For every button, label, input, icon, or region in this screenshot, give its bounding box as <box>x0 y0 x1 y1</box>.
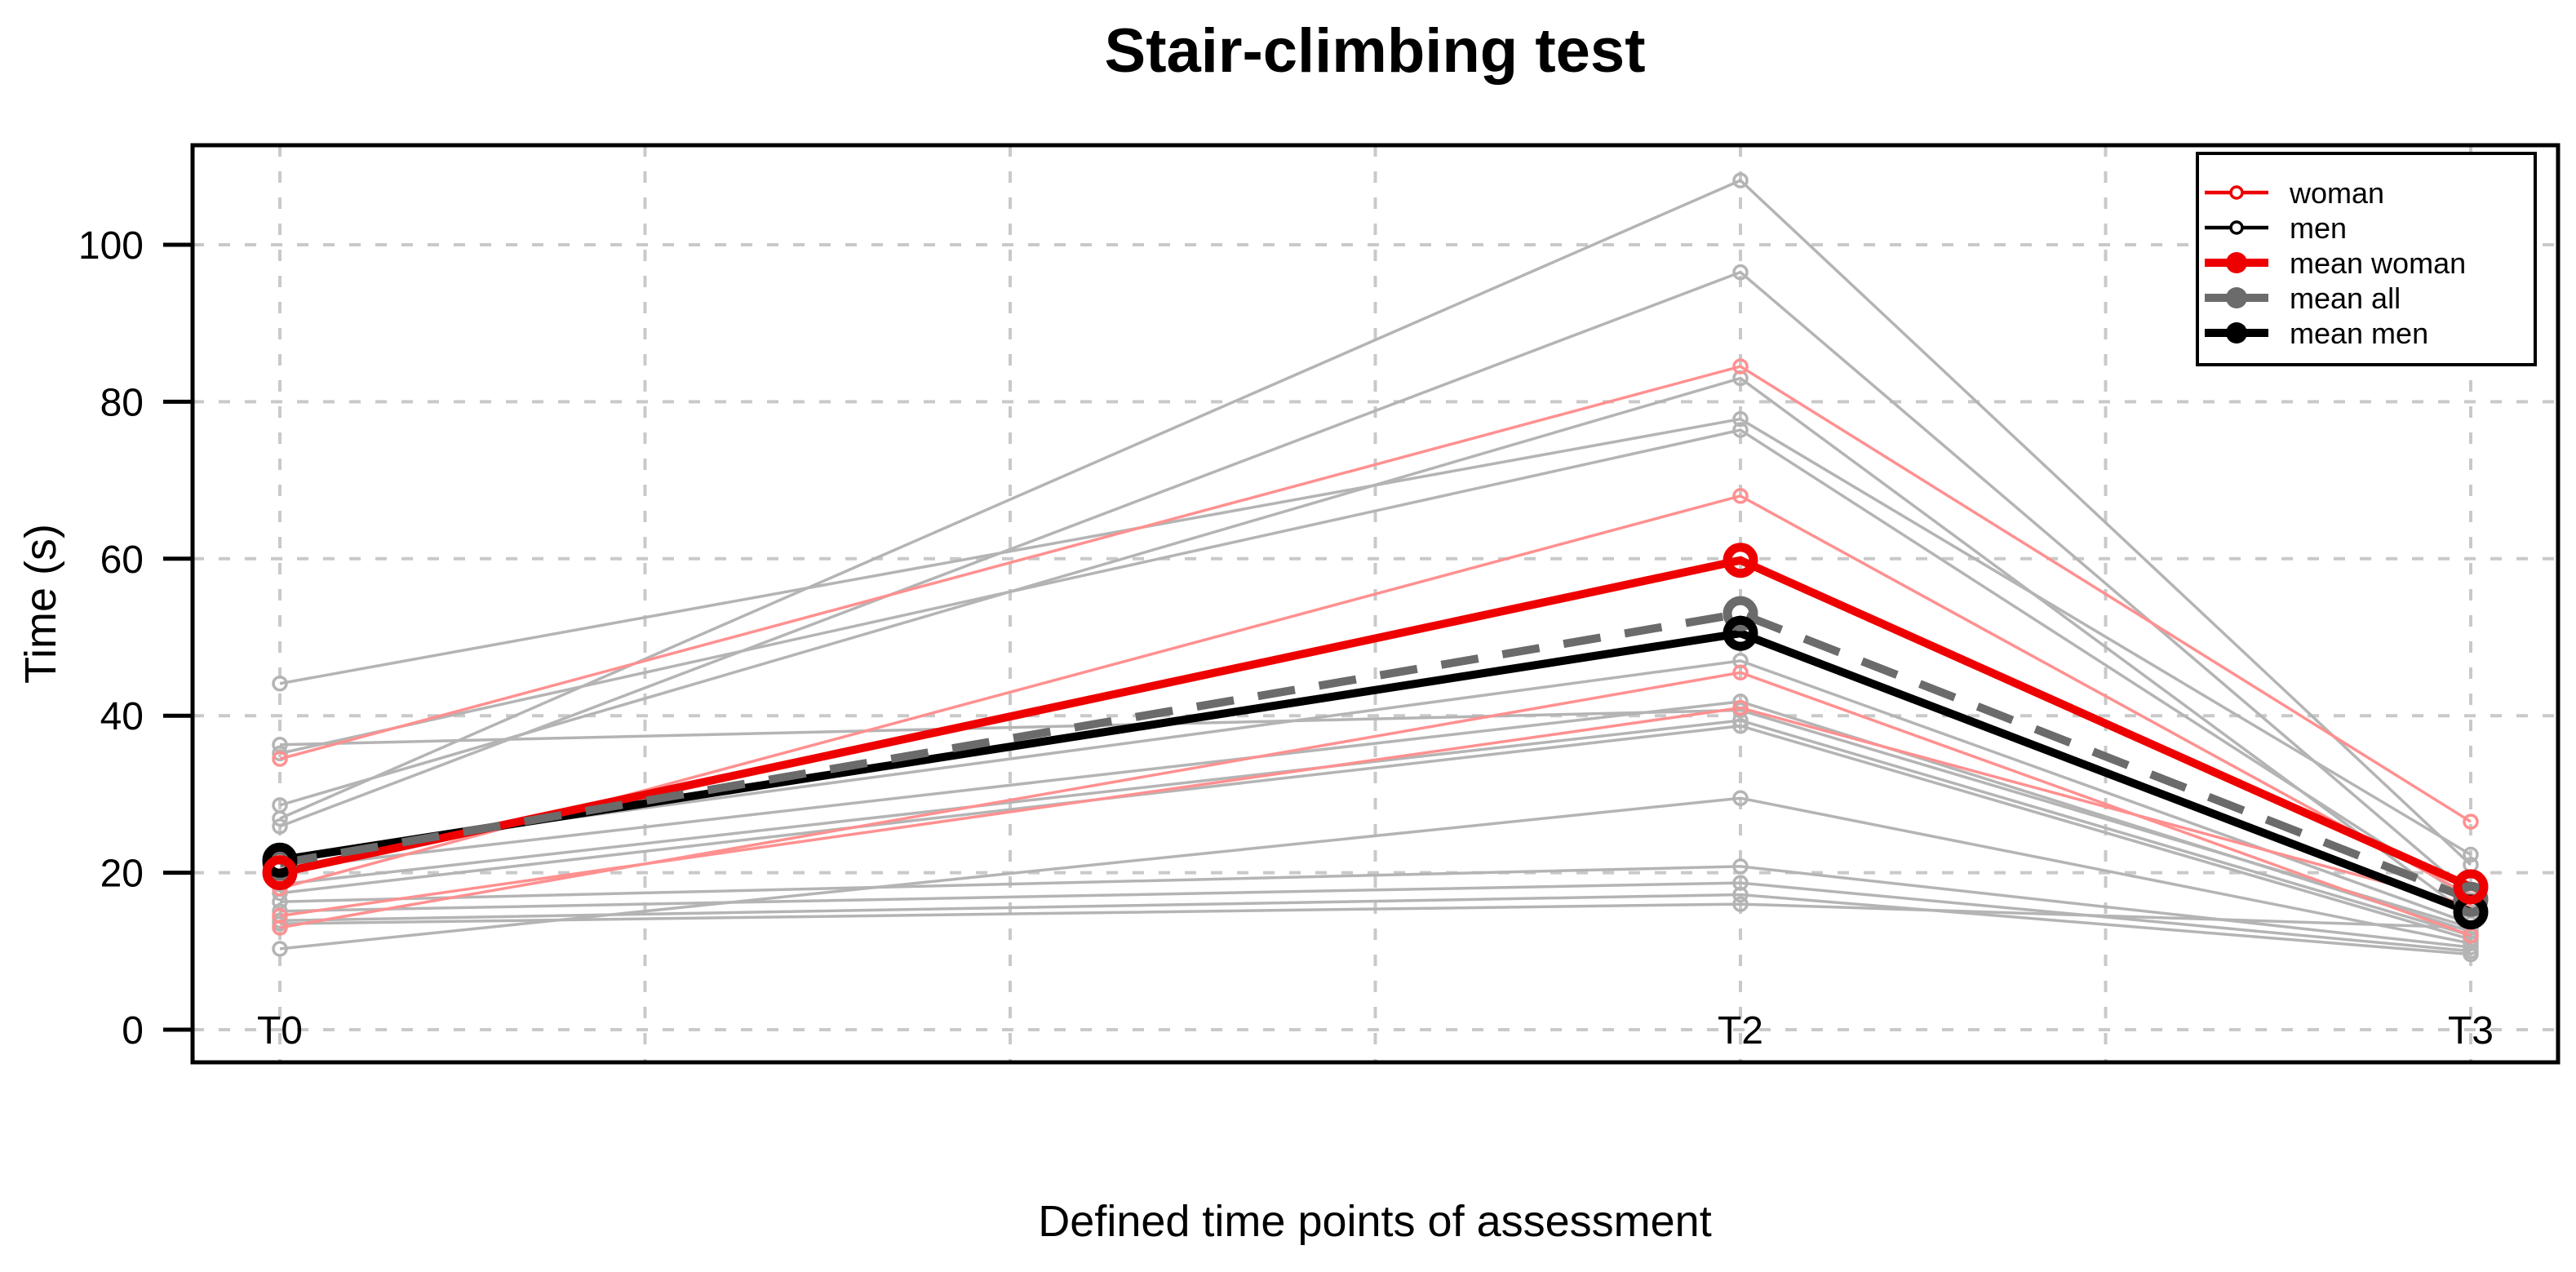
y-axis-ticks <box>163 242 193 1032</box>
series-line <box>279 270 2472 896</box>
y-tick-labels: 0 20 40 60 80 100 <box>78 224 144 1053</box>
data-point <box>1732 699 1749 716</box>
series-line <box>279 417 2472 856</box>
mean-woman-marker <box>262 855 298 891</box>
data-point <box>272 907 288 924</box>
data-point <box>1732 717 1749 734</box>
data-point <box>1732 790 1749 806</box>
data-point <box>272 751 288 767</box>
x-tick-labels: T0 T2 T3 <box>257 1009 2494 1053</box>
x-tick-label: T2 <box>1718 1009 1763 1053</box>
legend-entry-men: men <box>2205 211 2347 245</box>
series-line <box>279 902 2472 929</box>
legend-swatch-dot <box>2226 252 2247 273</box>
data-point <box>1732 488 1749 504</box>
legend-entry-label: mean woman <box>2290 246 2466 280</box>
data-point <box>1732 358 1749 375</box>
data-point <box>272 797 288 813</box>
y-tick-label: 100 <box>78 224 144 268</box>
x-tick-label: T0 <box>257 1009 303 1053</box>
legend-entry-mean-woman: mean woman <box>2205 246 2466 280</box>
legend-entry-mean-men: mean men <box>2205 317 2428 350</box>
legend-swatch-dot <box>2226 287 2247 308</box>
series-line <box>279 376 2472 917</box>
individual-series-woman-1 <box>272 358 2479 830</box>
mean-all-line <box>279 609 2472 903</box>
series-line <box>279 796 2472 951</box>
y-tick-label: 60 <box>100 538 144 582</box>
mean-men-marker <box>262 842 298 878</box>
legend-entry-label: men <box>2290 211 2347 245</box>
data-point <box>1732 410 1749 428</box>
mean-markers <box>262 543 2489 930</box>
data-point <box>1732 172 1749 188</box>
y-tick-label: 0 <box>122 1009 144 1053</box>
legend-entry-label: mean all <box>2290 281 2401 315</box>
data-point <box>272 941 288 957</box>
data-point <box>1732 886 1749 903</box>
individual-women-series <box>272 358 2479 944</box>
legend-entry-mean-all: mean all <box>2205 281 2401 315</box>
plot-border <box>190 143 2560 1065</box>
individual-series-man-14 <box>272 886 2479 963</box>
data-point <box>1732 664 1749 681</box>
series-line <box>279 893 2472 956</box>
x-tick-label: T3 <box>2448 1009 2494 1053</box>
series-line <box>279 706 2472 918</box>
legend-swatch-dot <box>2226 322 2247 343</box>
legend-swatch-circle <box>2229 220 2244 235</box>
individual-men-series <box>272 172 2479 963</box>
individual-series-man-11 <box>272 790 2479 957</box>
legend-entry-label: mean men <box>2290 317 2428 350</box>
legend-entry-label: woman <box>2289 176 2384 210</box>
mean-all-marker <box>2453 881 2489 917</box>
data-point <box>2463 946 2479 963</box>
data-point <box>272 676 288 692</box>
mean-woman-marker <box>2453 869 2489 905</box>
y-tick-label: 40 <box>100 695 144 738</box>
y-axis-title: Time (s) <box>16 524 65 684</box>
series-line <box>279 365 2472 823</box>
series-line <box>279 428 2472 902</box>
data-point <box>1732 858 1749 875</box>
data-point <box>2463 813 2479 830</box>
series-line <box>279 494 2472 897</box>
x-axis-title: Defined time points of assessment <box>1038 1197 1711 1246</box>
series-line <box>279 179 2472 866</box>
y-tick-label: 80 <box>100 381 144 424</box>
series-line <box>279 881 2472 953</box>
series-line <box>279 671 2472 937</box>
data-point <box>272 818 288 835</box>
mean-men-marker <box>1723 615 1758 651</box>
series-line <box>279 724 2472 942</box>
chart-title: Stair-climbing test <box>1105 16 1646 86</box>
mean-men-line <box>279 629 2472 916</box>
mean-all-marker <box>1723 596 1758 632</box>
data-point <box>1732 422 1749 438</box>
data-point <box>1732 896 1749 912</box>
data-point <box>2463 846 2479 863</box>
data-point <box>1732 264 1749 281</box>
series-line <box>279 659 2472 925</box>
mean-lines <box>278 556 2473 916</box>
mean-woman-marker <box>1723 543 1758 578</box>
legend-swatch-circle <box>2229 185 2244 200</box>
mean-woman-line <box>278 556 2473 891</box>
y-tick-label: 20 <box>100 853 144 896</box>
data-point <box>272 745 288 762</box>
individual-series-man-3 <box>272 410 2479 863</box>
legend-entry-woman: woman <box>2205 176 2384 210</box>
